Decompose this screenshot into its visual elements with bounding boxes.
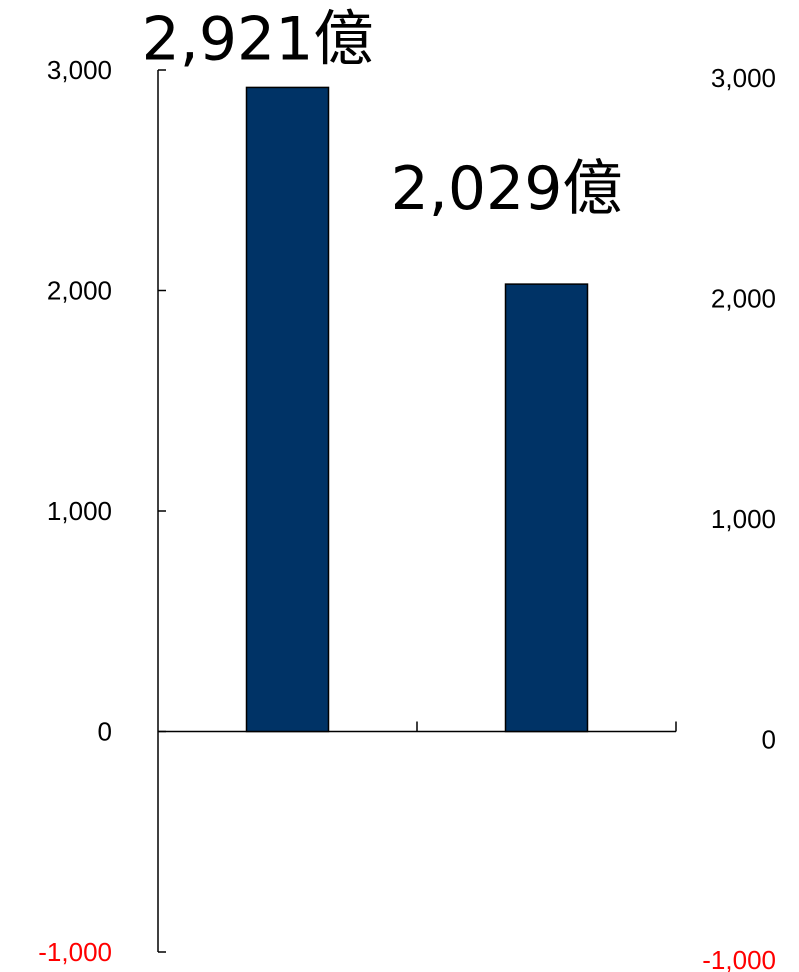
bar [504,283,589,733]
bar [245,86,330,733]
y-axis-tick-label: 2,000 [47,276,112,306]
y-axis-tick-label: 1,000 [47,496,112,526]
secondary-y-axis-tick-label: -1,000 [702,945,776,972]
secondary-y-axis-tick-label: 2,000 [711,284,776,314]
right-axis-tick-labels: 3,000 2,000 1,000 0 -1,000 [702,63,776,972]
y-axis-tick-label: -1,000 [38,937,112,967]
secondary-y-axis-tick-label: 3,000 [711,63,776,93]
left-axis-tick-labels: 3,000 2,000 1,000 0 -1,000 [38,55,112,967]
y-axis-tick-label: 0 [98,717,112,747]
data-labels: 2,921億 2,029億 [142,4,623,224]
secondary-y-axis-tick-label: 0 [762,725,776,755]
secondary-y-axis-tick-label: 1,000 [711,504,776,534]
data-label: 2,029億 [391,154,623,224]
y-axis-tick-label: 3,000 [47,55,112,85]
axes [157,69,677,953]
bars [245,86,589,733]
data-label: 2,921億 [142,4,374,74]
